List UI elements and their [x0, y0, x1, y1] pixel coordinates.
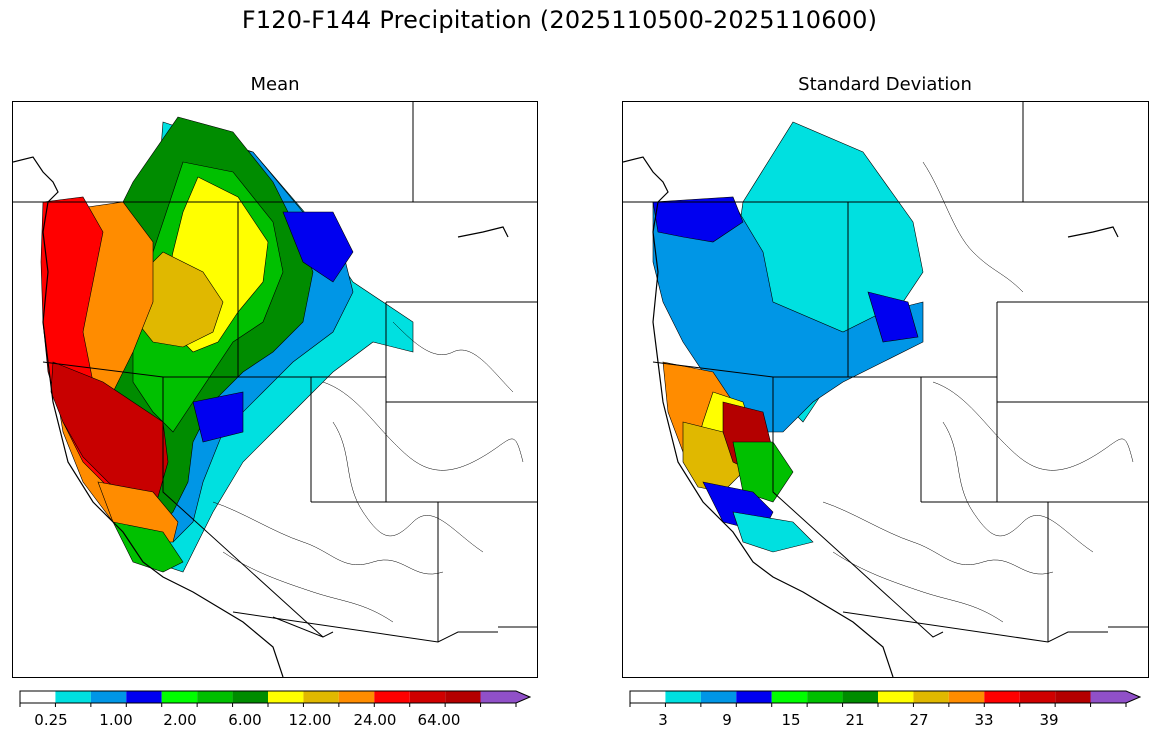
colorbar-extend-arrow	[480, 691, 530, 703]
colorbar-swatch	[630, 691, 666, 703]
colorbar-swatch	[984, 691, 1020, 703]
sd-map	[622, 101, 1149, 678]
sd-tick-label: 9	[722, 711, 732, 729]
colorbar-outline	[19, 690, 532, 704]
colorbar-outline	[629, 690, 1142, 704]
sd-tick-label: 15	[781, 711, 801, 729]
mean-tick-label: 2.00	[163, 711, 197, 729]
mean-basin-texture	[212, 321, 524, 623]
colorbar-swatch	[20, 691, 56, 703]
sd-state-boundaries	[623, 102, 1148, 643]
colorbar-swatch	[878, 691, 914, 703]
sd-zone-green	[732, 441, 794, 503]
sd-tick-label: 3	[658, 711, 668, 729]
colorbar-swatch	[197, 691, 233, 703]
colorbar-swatch	[268, 691, 304, 703]
colorbar-swatch	[409, 691, 446, 703]
colorbar-swatch	[1019, 691, 1056, 703]
colorbar-swatch	[1055, 691, 1091, 703]
colorbar-swatch	[948, 691, 985, 703]
colorbar-swatch	[90, 691, 127, 703]
colorbar-swatch	[665, 691, 701, 703]
mean-state-boundaries	[13, 102, 537, 643]
sd-colorbar-swatches	[629, 690, 1142, 707]
colorbar-swatch	[161, 691, 198, 703]
mean-coastline	[13, 156, 509, 677]
sd-tick-label: 21	[845, 711, 865, 729]
colorbar-swatch	[126, 691, 162, 703]
mean-colorbar: 0.25 1.00 2.00 6.00 12.00 24.00 64.00	[19, 689, 532, 739]
colorbar-swatch	[700, 691, 737, 703]
colorbar-extend-arrow	[1090, 691, 1140, 703]
sd-colorbar: 3 9 15 21 27 33 39	[629, 689, 1142, 739]
sd-tick-label: 39	[1039, 711, 1059, 729]
mean-tick-label: 6.00	[228, 711, 262, 729]
mean-map	[12, 101, 538, 678]
figure-title: F120-F144 Precipitation (2025110500-2025…	[241, 6, 878, 34]
sd-zone-blue-mid	[867, 291, 919, 343]
mean-tick-label: 64.00	[417, 711, 461, 729]
sd-zone-blue-north	[652, 196, 744, 243]
sd-zone-lightblue	[652, 201, 924, 433]
colorbar-swatch	[807, 691, 843, 703]
mean-zone-blue-patch-2	[192, 391, 244, 443]
colorbar-swatch	[771, 691, 808, 703]
colorbar-swatch	[55, 691, 91, 703]
mean-zone-blue-patch	[282, 211, 354, 283]
sd-panel-title: Standard Deviation	[798, 74, 972, 95]
mean-colorbar-swatches	[19, 690, 532, 707]
colorbar-swatch	[374, 691, 410, 703]
sd-zone-cyan-south	[732, 511, 814, 553]
colorbar-swatch	[232, 691, 268, 703]
mean-tick-label: 0.25	[34, 711, 68, 729]
sd-basin-texture	[822, 161, 1134, 623]
mean-tick-label: 24.00	[353, 711, 397, 729]
colorbar-swatch	[736, 691, 772, 703]
colorbar-swatch	[303, 691, 339, 703]
sd-tick-label: 33	[974, 711, 994, 729]
colorbar-swatch	[913, 691, 949, 703]
sd-tick-label: 27	[909, 711, 929, 729]
mean-zone-lower-green	[112, 521, 184, 573]
mean-shaded-basins	[40, 116, 414, 573]
mean-tick-label: 1.00	[99, 711, 133, 729]
mean-tick-label: 12.00	[288, 711, 332, 729]
colorbar-swatch	[338, 691, 375, 703]
sd-coastline	[623, 156, 1119, 677]
sd-shaded-basins	[652, 121, 924, 553]
mean-panel-title: Mean	[250, 74, 300, 95]
colorbar-swatch	[445, 691, 481, 703]
colorbar-swatch	[842, 691, 878, 703]
